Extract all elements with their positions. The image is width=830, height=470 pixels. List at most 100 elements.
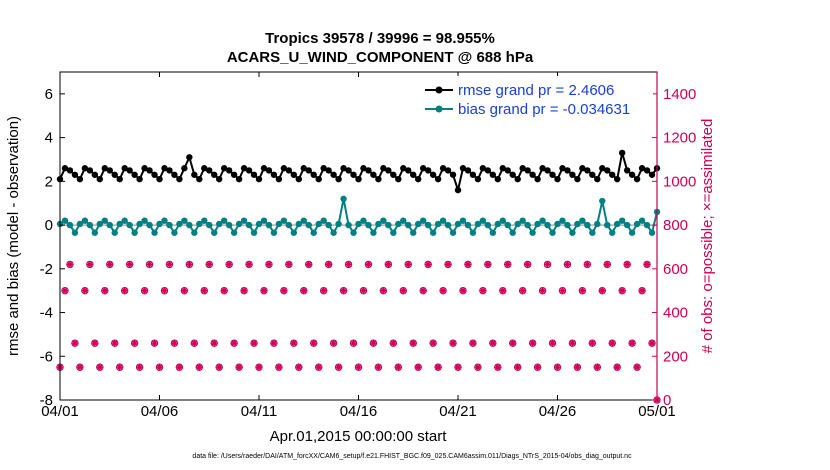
obs-assimilated-stroke	[499, 287, 506, 294]
obs-assimilated-stroke	[76, 364, 83, 371]
rmse-point	[395, 175, 402, 183]
obs-assimilated-point	[479, 287, 487, 295]
rmse-point	[270, 171, 278, 178]
obs-assimilated-stroke	[151, 340, 158, 347]
bias-point	[320, 217, 327, 224]
rmse-point	[609, 171, 616, 178]
obs-assimilated-stroke	[255, 364, 263, 371]
bias-point	[81, 217, 89, 224]
rmse-point	[275, 175, 283, 183]
rmse-point	[419, 165, 427, 172]
obs-assimilated-point	[474, 363, 482, 371]
bias-point	[131, 229, 138, 236]
obs-assimilated-point	[573, 363, 581, 371]
obs-assimilated-point	[554, 363, 561, 371]
rmse-point	[225, 167, 233, 174]
rmse-point	[474, 175, 482, 183]
rmse-point	[594, 175, 601, 183]
obs-assimilated-stroke	[395, 364, 402, 371]
obs-assimilated-stroke	[111, 340, 118, 347]
rmse-point	[171, 171, 178, 178]
obs-assimilated-stroke	[131, 340, 138, 347]
bias-point	[609, 229, 616, 236]
obs-assimilated-point	[210, 339, 218, 347]
rmse-point	[410, 171, 417, 178]
bias-point	[260, 217, 268, 224]
rmse-point	[240, 165, 248, 172]
bias-point	[509, 229, 516, 236]
bias-point	[469, 229, 477, 236]
bias-point	[230, 229, 238, 236]
bias-point	[484, 221, 492, 229]
obs-assimilated-point	[200, 287, 208, 295]
bias-point	[171, 229, 178, 236]
bias-point	[390, 229, 397, 236]
rmse-point	[61, 165, 69, 172]
obs-assimilated-point	[76, 363, 84, 371]
rmse-point	[131, 171, 138, 178]
obs-assimilated-point	[628, 339, 636, 347]
obs-assimilated-point	[484, 260, 492, 268]
rmse-point	[444, 167, 452, 174]
bias-point	[643, 221, 651, 229]
obs-assimilated-stroke	[489, 340, 496, 347]
obs-assimilated-stroke	[549, 340, 556, 347]
obs-assimilated-stroke	[380, 287, 387, 294]
rmse-point	[459, 165, 467, 172]
x-tick-label: 04/11	[241, 403, 277, 420]
bias-point	[618, 217, 626, 224]
obs-assimilated-point	[459, 287, 467, 295]
obs-assimilated-point	[623, 260, 631, 268]
obs-assimilated-point	[618, 287, 626, 295]
obs-assimilated-stroke	[609, 340, 616, 347]
y-right-tick-label: 1400	[663, 86, 696, 103]
obs-assimilated-stroke	[619, 287, 626, 294]
obs-assimilated-point	[419, 287, 427, 295]
obs-assimilated-stroke	[325, 261, 332, 268]
obs-assimilated-stroke	[509, 340, 516, 347]
bias-point	[116, 220, 123, 228]
rmse-point	[559, 165, 566, 172]
obs-assimilated-stroke	[101, 287, 108, 294]
obs-assimilated-point	[558, 287, 566, 295]
rmse-point	[141, 165, 148, 172]
bias-point	[310, 229, 317, 236]
obs-assimilated-point	[335, 363, 343, 371]
bias-point	[464, 221, 472, 229]
rmse-point	[429, 171, 437, 178]
rmse-point	[365, 167, 372, 174]
bias-point	[270, 229, 278, 236]
x-tick-label: 05/01	[638, 403, 676, 420]
rmse-point	[618, 149, 626, 157]
bias-point	[216, 220, 223, 228]
bias-point	[61, 217, 69, 224]
obs-assimilated-stroke	[584, 261, 591, 268]
obs-assimilated-point	[340, 287, 348, 295]
bias-point	[529, 229, 536, 236]
obs-assimilated-stroke	[644, 261, 651, 268]
obs-assimilated-stroke	[594, 364, 601, 371]
rmse-point	[524, 167, 531, 174]
y-axis-left: -8 -6 -4 -2 0 2 4 6	[40, 86, 65, 409]
obs-assimilated-point	[429, 339, 437, 347]
obs-assimilated-stroke	[415, 364, 422, 371]
rmse-point	[494, 175, 501, 183]
y-left-tick-label: -6	[40, 348, 53, 365]
obs-assimilated-stroke	[141, 287, 148, 294]
rmse-point	[255, 175, 263, 183]
obs-assimilated-stroke	[370, 340, 377, 347]
obs-assimilated-point	[529, 339, 537, 347]
obs-assimilated-point	[325, 260, 333, 268]
rmse-point	[220, 165, 228, 172]
rmse-point	[325, 167, 332, 174]
obs-assimilated-point	[593, 363, 601, 371]
bias-point	[405, 221, 412, 229]
rmse-point	[121, 165, 128, 172]
obs-assimilated-stroke	[81, 287, 88, 294]
rmse-point	[405, 167, 412, 174]
rmse-point	[633, 175, 641, 183]
obs-assimilated-point	[583, 260, 591, 268]
obs-assimilated-point	[414, 363, 422, 371]
obs-assimilated-stroke	[450, 340, 457, 347]
obs-assimilated-stroke	[280, 287, 287, 294]
